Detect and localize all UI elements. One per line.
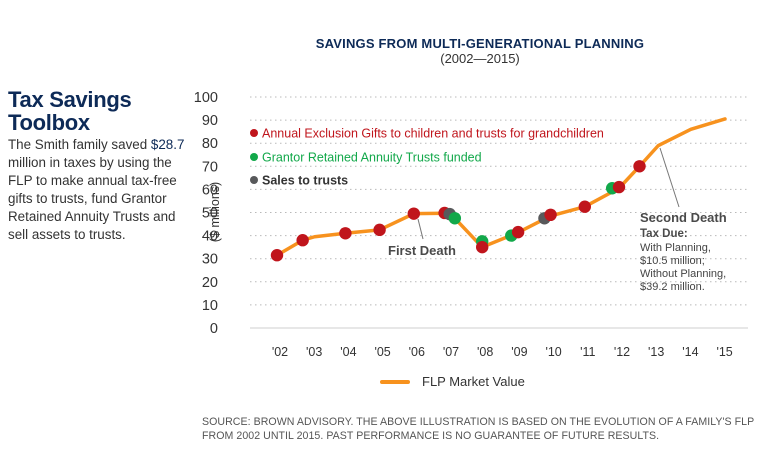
x-tick-label: '15 — [716, 345, 732, 359]
x-tick-labels: '02 '03 '04 '05 '06 '07 '08 '09 '10 '11 '12 '13 '14 '… — [272, 345, 733, 359]
second-death-line: Tax Due: — [640, 228, 688, 240]
y-tick-label: 20 — [202, 275, 218, 291]
sidebar: Tax Savings Toolbox The Smith family sav… — [8, 88, 188, 244]
second-death-line: With Planning, — [640, 242, 711, 254]
second-death-leader-line — [659, 147, 680, 208]
event-marker-gift — [511, 225, 525, 239]
line-legend: FLP Market Value — [380, 374, 525, 389]
x-tick-label: '11 — [580, 345, 595, 359]
x-tick-label: '06 — [409, 345, 425, 359]
y-tick-label: 80 — [202, 136, 218, 152]
x-tick-label: '07 — [443, 345, 459, 359]
x-tick-label: '10 — [545, 345, 561, 359]
x-tick-label: '03 — [306, 345, 322, 359]
event-marker-grat — [448, 212, 462, 225]
line-legend-swatch — [380, 379, 410, 384]
first-death-label: First Death — [388, 243, 456, 258]
event-marker-gift — [339, 227, 352, 240]
event-markers — [270, 160, 646, 262]
second-death-line: Second Death — [640, 210, 727, 225]
y-axis-label: ($ millions) — [208, 182, 222, 242]
sidebar-title-line2: Toolbox — [8, 110, 90, 135]
event-marker-gift — [633, 160, 646, 173]
x-tick-label: '05 — [374, 345, 390, 359]
legend-label-grat: Grantor Retained Annuity Trusts funded — [262, 151, 482, 165]
event-legend: Annual Exclusion Gifts to children and t… — [250, 127, 604, 188]
event-marker-gift — [612, 180, 626, 194]
y-tick-label: 0 — [210, 321, 218, 337]
x-tick-label: '09 — [511, 345, 527, 359]
y-tick-label: 50 — [202, 206, 218, 222]
legend-label-sale: Sales to trusts — [262, 174, 348, 188]
event-marker-gift — [544, 208, 557, 222]
legend-label-gift: Annual Exclusion Gifts to children and t… — [262, 127, 604, 141]
x-tick-label: '08 — [477, 345, 493, 359]
event-marker-gift — [407, 207, 420, 220]
x-tick-label: '13 — [648, 345, 664, 359]
savings-amount: $28.7 — [150, 137, 185, 152]
y-tick-label: 40 — [202, 229, 218, 245]
x-tick-label: '02 — [272, 345, 288, 359]
event-marker-gift — [296, 234, 309, 247]
legend-dot-gift — [250, 129, 258, 137]
x-tick-label: '04 — [340, 345, 356, 359]
y-tick-labels: 0 10 20 30 40 50 60 70 80 90 100 — [194, 90, 218, 337]
annotations: First Death Second Death Tax Due: With Plan… — [388, 147, 727, 293]
second-death-line: Without Planning, — [640, 268, 726, 280]
chart-title: SAVINGS FROM MULTI-GENERATIONAL PLANNING — [315, 36, 645, 51]
sidebar-body-post: million in taxes by using the FLP to mak… — [8, 155, 177, 242]
first-death-leader-line — [417, 218, 424, 240]
event-marker-gift — [270, 249, 284, 262]
line-legend-label: FLP Market Value — [422, 374, 525, 389]
legend-dot-sale — [250, 176, 258, 184]
chart-subtitle: (2002—2015) — [440, 51, 520, 66]
sidebar-title-line1: Tax Savings — [8, 87, 132, 112]
source-note: SOURCE: BROWN ADVISORY. THE ABOVE ILLUST… — [202, 416, 755, 442]
x-tick-label: '14 — [682, 345, 698, 359]
sidebar-title: Tax Savings Toolbox — [8, 88, 188, 134]
event-marker-gift — [578, 200, 591, 213]
event-marker-gift — [476, 240, 489, 254]
y-tick-label: 30 — [202, 252, 218, 268]
x-tick-label: '12 — [614, 345, 630, 359]
second-death-line: $10.5 million; — [640, 255, 705, 267]
y-tick-label: 90 — [202, 113, 218, 129]
y-tick-label: 70 — [202, 159, 218, 175]
y-tick-label: 60 — [202, 182, 218, 198]
sidebar-body-pre: The Smith family saved — [8, 137, 151, 152]
y-tick-label: 10 — [202, 298, 218, 314]
sidebar-body: The Smith family saved $28.7 million in … — [8, 136, 188, 244]
second-death-line: $39.2 million. — [640, 281, 705, 293]
legend-dot-grat — [250, 153, 258, 161]
event-marker-gift — [373, 223, 386, 237]
y-tick-label: 100 — [194, 90, 218, 106]
